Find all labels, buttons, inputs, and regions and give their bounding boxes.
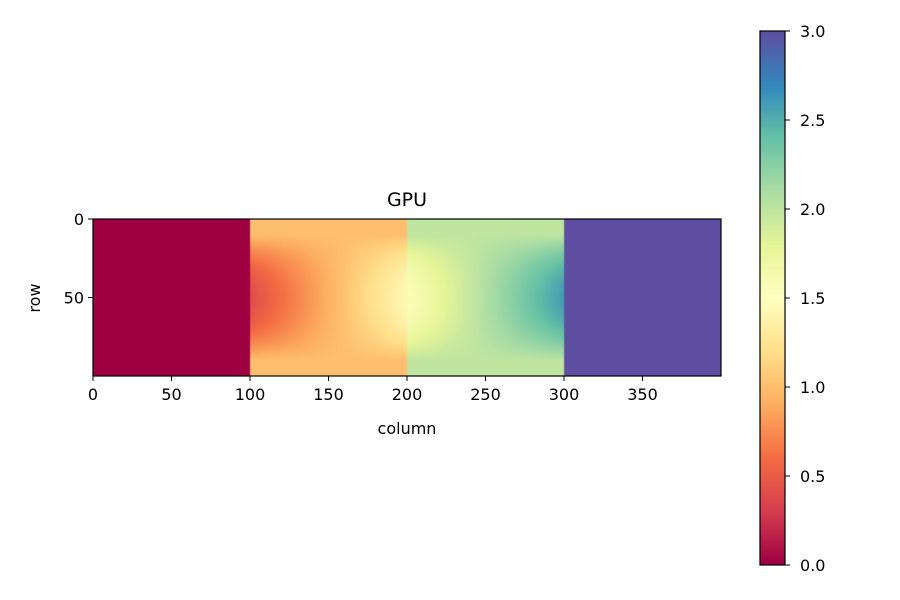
- colorbar-gradient: [760, 31, 785, 565]
- x-axis-label: column: [378, 419, 437, 438]
- colorbar-tick-label: 0.0: [800, 556, 825, 575]
- y-tick-label: 50: [64, 289, 84, 308]
- x-tick-label: 300: [549, 385, 580, 404]
- colorbar-tick-label: 1.0: [800, 378, 825, 397]
- colorbar-tick-label: 2.5: [800, 111, 825, 130]
- colorbar-tick-label: 3.0: [800, 22, 825, 41]
- chart-title: GPU: [387, 189, 427, 211]
- y-axis-ticks: 0 50: [64, 210, 93, 308]
- plot-area: [93, 219, 721, 376]
- x-tick-label: 350: [627, 385, 658, 404]
- colorbar-tick-label: 0.5: [800, 467, 825, 486]
- x-tick-label: 0: [88, 385, 98, 404]
- colorbar-tick-label: 1.5: [800, 289, 825, 308]
- colorbar-tick-label: 2.0: [800, 200, 825, 219]
- x-tick-label: 50: [161, 385, 181, 404]
- x-tick-label: 150: [313, 385, 344, 404]
- y-axis-label: row: [25, 283, 44, 312]
- x-tick-label: 100: [235, 385, 266, 404]
- y-tick-label: 0: [74, 210, 84, 229]
- x-tick-label: 200: [392, 385, 423, 404]
- x-tick-label: 250: [470, 385, 501, 404]
- x-axis-ticks: 0 50 100 150 200 250 300 350: [88, 376, 658, 404]
- colorbar-ticks: 0.0 0.5 1.0 1.5 2.0 2.5 3.0: [785, 22, 825, 575]
- heatmap-image: [93, 219, 721, 376]
- colorbar: 0.0 0.5 1.0 1.5 2.0 2.5 3.0: [759, 22, 825, 575]
